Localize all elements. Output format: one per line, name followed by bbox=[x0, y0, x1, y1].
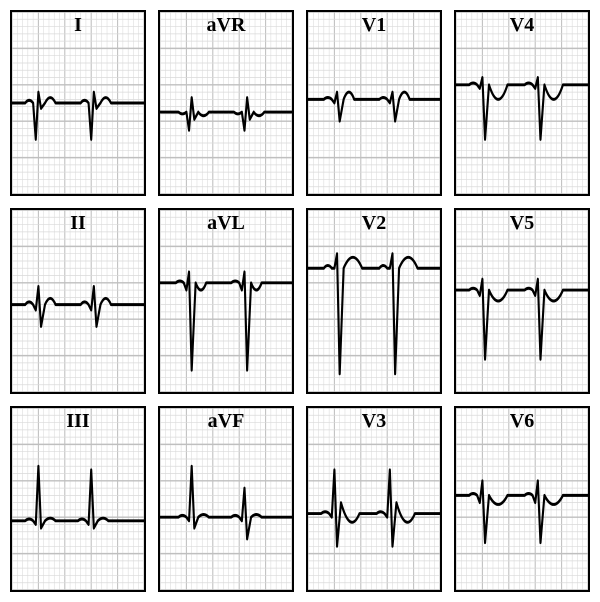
ecg-trace-svg bbox=[456, 210, 588, 392]
ecg-trace-svg bbox=[12, 408, 144, 590]
ecg-trace-svg bbox=[160, 408, 292, 590]
lead-panel-v6: V6 bbox=[454, 406, 590, 592]
lead-panel-v1: V1 bbox=[306, 10, 442, 196]
ecg-trace bbox=[12, 466, 144, 528]
lead-panel-avr: aVR bbox=[158, 10, 294, 196]
ecg-trace-svg bbox=[456, 408, 588, 590]
lead-panel-avl: aVL bbox=[158, 208, 294, 394]
lead-panel-v3: V3 bbox=[306, 406, 442, 592]
ecg-trace bbox=[456, 481, 588, 543]
ecg-trace-svg bbox=[160, 12, 292, 194]
ecg-trace-svg bbox=[308, 12, 440, 194]
ecg-12-lead-grid: IaVRV1V4 IIaVLV2V5 IIIaVFV3V6 bbox=[10, 10, 590, 592]
ecg-trace bbox=[12, 286, 144, 326]
ecg-trace-svg bbox=[12, 210, 144, 392]
lead-panel-iii: III bbox=[10, 406, 146, 592]
ecg-trace-svg bbox=[308, 408, 440, 590]
lead-panel-i: I bbox=[10, 10, 146, 196]
lead-panel-v5: V5 bbox=[454, 208, 590, 394]
lead-panel-v2: V2 bbox=[306, 208, 442, 394]
ecg-trace-svg bbox=[12, 12, 144, 194]
lead-panel-avf: aVF bbox=[158, 406, 294, 592]
ecg-trace bbox=[456, 78, 588, 140]
ecg-trace-svg bbox=[308, 210, 440, 392]
ecg-trace-svg bbox=[160, 210, 292, 392]
ecg-trace-svg bbox=[456, 12, 588, 194]
lead-panel-ii: II bbox=[10, 208, 146, 394]
lead-panel-v4: V4 bbox=[454, 10, 590, 196]
